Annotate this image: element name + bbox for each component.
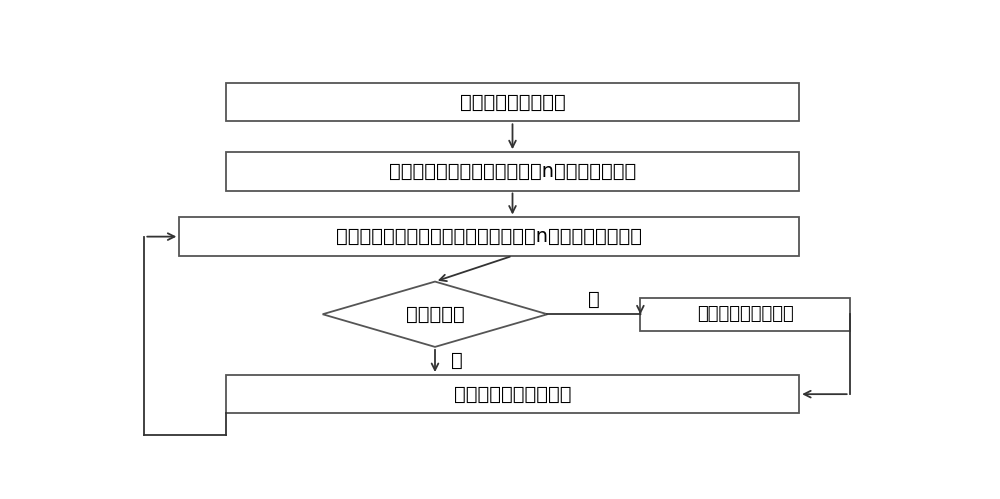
Text: 获得该次的测量频率値: 获得该次的测量频率値 (454, 385, 571, 404)
Text: 传感器安装调试完毕: 传感器安装调试完毕 (460, 93, 565, 112)
FancyBboxPatch shape (640, 298, 850, 331)
Text: 按照非稳态模式工作: 按照非稳态模式工作 (697, 305, 793, 323)
FancyBboxPatch shape (226, 375, 799, 413)
Text: 按照稳态模式工作，复振激励频率为前n次实测频率的均値: 按照稳态模式工作，复振激励频率为前n次实测频率的均値 (336, 227, 642, 246)
Text: 是: 是 (451, 351, 462, 370)
FancyBboxPatch shape (179, 218, 799, 256)
FancyBboxPatch shape (226, 83, 799, 121)
Polygon shape (323, 281, 547, 347)
FancyBboxPatch shape (226, 152, 799, 191)
Text: 正常工作？: 正常工作？ (406, 305, 464, 324)
Text: 否: 否 (588, 289, 600, 308)
Text: 按照非稳态模式工作，获得前n次测量的频率値: 按照非稳态模式工作，获得前n次测量的频率値 (389, 162, 636, 181)
